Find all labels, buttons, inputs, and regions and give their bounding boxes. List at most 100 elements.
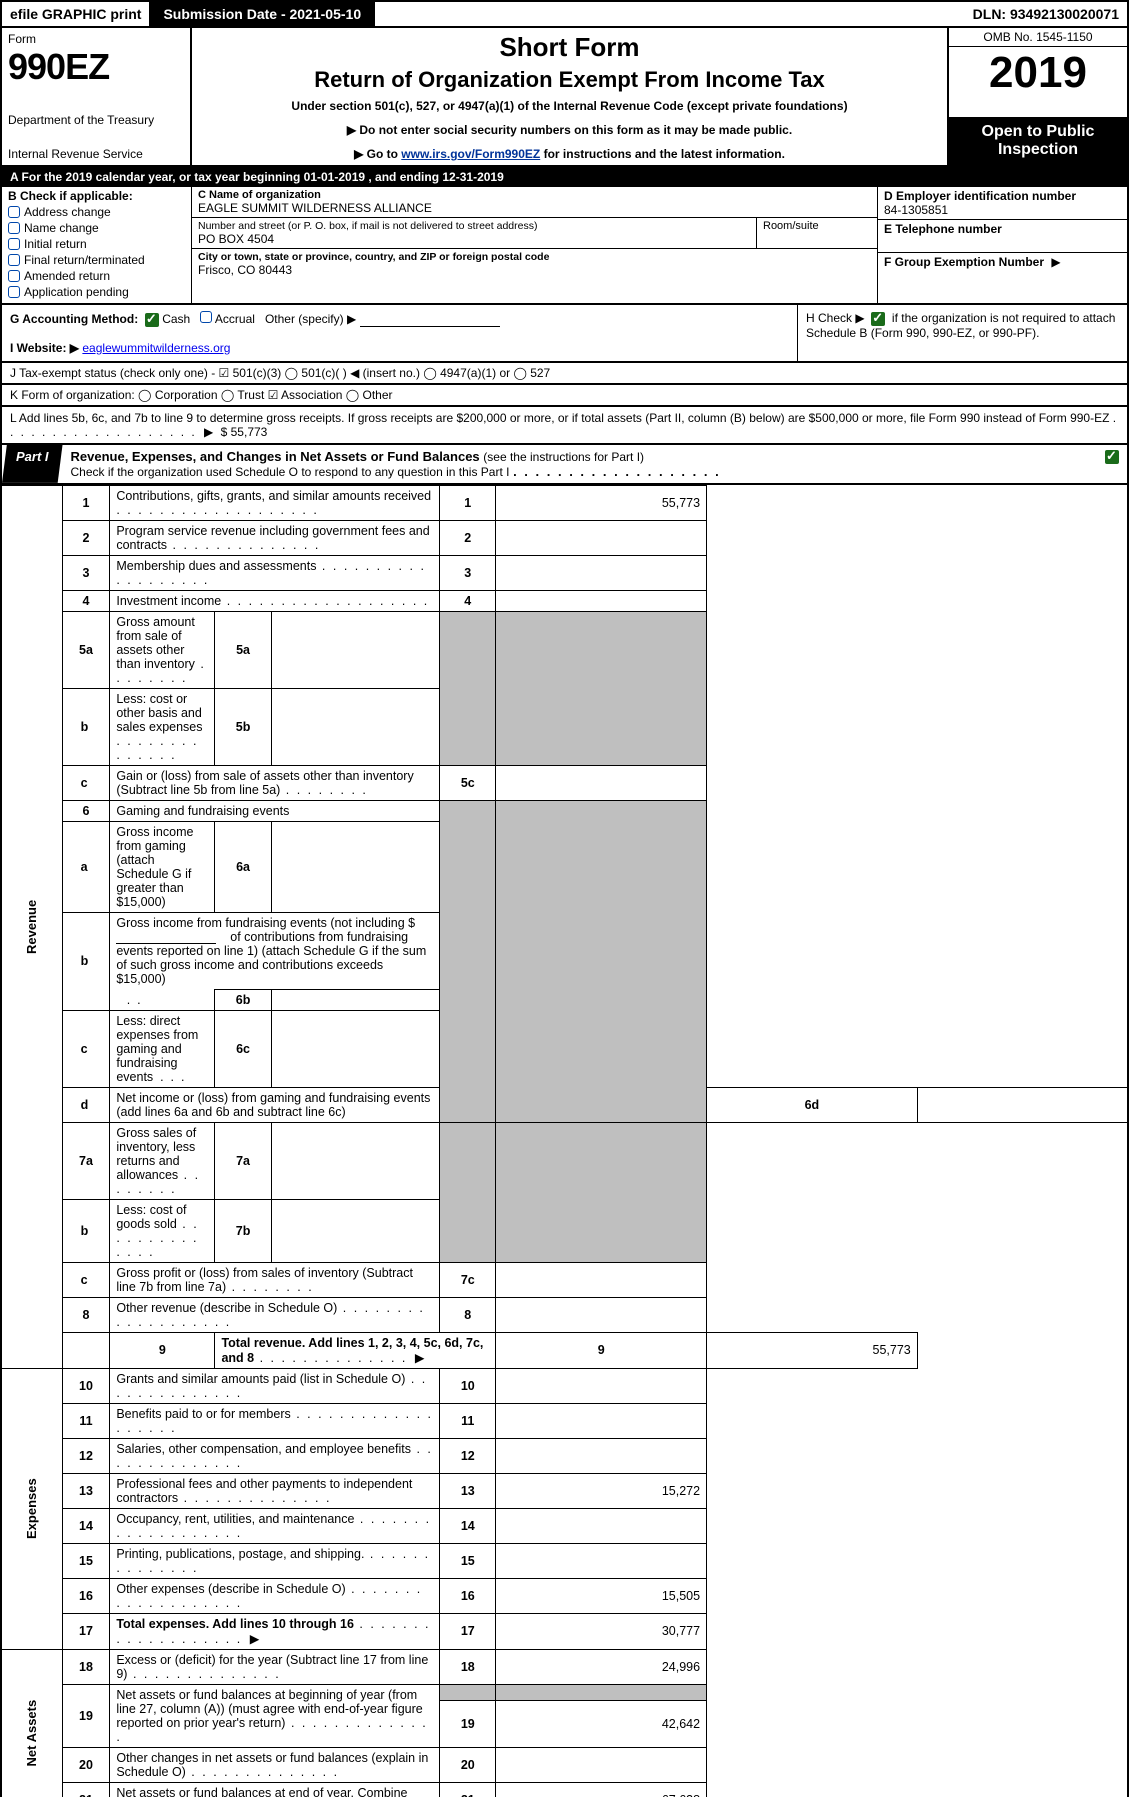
- check-address-change[interactable]: [8, 206, 20, 218]
- l21-num: 21: [62, 1782, 110, 1797]
- check-initial-return[interactable]: [8, 238, 20, 250]
- l1-amt: 55,773: [496, 485, 707, 520]
- l-amount: $ 55,773: [221, 425, 268, 439]
- l10-amt: [496, 1368, 707, 1403]
- l8-desc: Other revenue (describe in Schedule O): [116, 1301, 337, 1315]
- lbl-amended-return: Amended return: [24, 269, 110, 283]
- l16-desc: Other expenses (describe in Schedule O): [116, 1582, 345, 1596]
- part-1-tab: Part I: [2, 445, 63, 483]
- goto-post: for instructions and the latest informat…: [544, 147, 785, 161]
- l6b-desc1: Gross income from fundraising events (no…: [116, 916, 415, 930]
- website-link[interactable]: eaglewummitwilderness.org: [82, 341, 230, 355]
- dln-label: DLN: 93492130020071: [965, 2, 1127, 26]
- l4-desc: Investment income: [116, 594, 221, 608]
- l7b-sub: 7b: [215, 1199, 271, 1262]
- l20-ln: 20: [440, 1747, 496, 1782]
- l12-amt: [496, 1438, 707, 1473]
- l20-amt: [496, 1747, 707, 1782]
- l15-desc: Printing, publications, postage, and shi…: [116, 1547, 364, 1561]
- irs-label: Internal Revenue Service: [8, 147, 184, 161]
- l9-num: 9: [110, 1332, 215, 1368]
- check-accrual[interactable]: [200, 311, 212, 323]
- l7b-num: b: [62, 1199, 110, 1262]
- l8-num: 8: [62, 1297, 110, 1332]
- short-form-title: Short Form: [200, 32, 939, 63]
- l13-amt: 15,272: [496, 1473, 707, 1508]
- l5b-val: [271, 688, 440, 765]
- cash-label: Cash: [162, 312, 190, 326]
- l6c-desc: Less: direct expenses from gaming and fu…: [116, 1014, 198, 1084]
- efile-print-label[interactable]: efile GRAPHIC print: [2, 2, 149, 26]
- check-name-change[interactable]: [8, 222, 20, 234]
- submission-date-label: Submission Date - 2021-05-10: [149, 2, 375, 26]
- l11-num: 11: [62, 1403, 110, 1438]
- form-header: Form 990EZ Department of the Treasury In…: [0, 28, 1129, 167]
- street-value: PO BOX 4504: [198, 232, 750, 246]
- check-if-applicable: B Check if applicable: Address change Na…: [2, 187, 192, 303]
- irs-link[interactable]: www.irs.gov/Form990EZ: [401, 147, 540, 161]
- part-1-sub: (see the instructions for Part I): [483, 450, 644, 464]
- l17-ln: 17: [440, 1613, 496, 1649]
- l5a-desc: Gross amount from sale of assets other t…: [116, 615, 195, 671]
- l21-desc: Net assets or fund balances at end of ye…: [116, 1786, 407, 1797]
- row-k: K Form of organization: ◯ Corporation ◯ …: [0, 385, 1129, 407]
- c-label: C Name of organization: [198, 189, 871, 201]
- org-info: C Name of organization EAGLE SUMMIT WILD…: [192, 187, 877, 303]
- street-label: Number and street (or P. O. box, if mail…: [198, 220, 750, 232]
- lbl-application-pending: Application pending: [24, 285, 129, 299]
- l14-amt: [496, 1508, 707, 1543]
- row-g-h: G Accounting Method: Cash Accrual Other …: [0, 305, 1129, 363]
- row-l: L Add lines 5b, 6c, and 7b to line 9 to …: [0, 407, 1129, 445]
- l21-ln: 21: [440, 1782, 496, 1797]
- l11-desc: Benefits paid to or for members: [116, 1407, 290, 1421]
- l5b-sub: 5b: [215, 688, 271, 765]
- part-1-checkbox[interactable]: [1105, 450, 1119, 464]
- l18-amt: 24,996: [496, 1649, 707, 1684]
- header-right: OMB No. 1545-1150 2019 Open to Public In…: [947, 28, 1127, 165]
- l4-amt: [496, 590, 707, 611]
- l11-ln: 11: [440, 1403, 496, 1438]
- check-schedule-b[interactable]: [871, 312, 885, 326]
- check-application-pending[interactable]: [8, 286, 20, 298]
- check-final-return[interactable]: [8, 254, 20, 266]
- right-ids: D Employer identification number 84-1305…: [877, 187, 1127, 303]
- check-amended-return[interactable]: [8, 270, 20, 282]
- l3-ln: 3: [440, 555, 496, 590]
- part-1-check-line: Check if the organization used Schedule …: [71, 465, 510, 479]
- l6d-amt: [917, 1087, 1128, 1122]
- l6b-sub: 6b: [215, 989, 271, 1010]
- org-name: EAGLE SUMMIT WILDERNESS ALLIANCE: [198, 201, 871, 215]
- l6-num: 6: [62, 800, 110, 821]
- l9-ln: 9: [496, 1332, 707, 1368]
- l10-desc: Grants and similar amounts paid (list in…: [116, 1372, 405, 1386]
- l6b-val: [271, 989, 440, 1010]
- l6c-val: [271, 1010, 440, 1087]
- l6c-sub: 6c: [215, 1010, 271, 1087]
- lbl-final-return: Final return/terminated: [24, 253, 145, 267]
- l3-num: 3: [62, 555, 110, 590]
- l4-ln: 4: [440, 590, 496, 611]
- omb-number: OMB No. 1545-1150: [949, 28, 1127, 47]
- lbl-name-change: Name change: [24, 221, 99, 235]
- l16-num: 16: [62, 1578, 110, 1613]
- l17-desc: Total expenses. Add lines 10 through 16: [116, 1617, 354, 1631]
- h-text1: H Check ▶: [806, 311, 865, 325]
- l6b-blank[interactable]: [116, 932, 216, 944]
- l19-num: 19: [62, 1684, 110, 1747]
- l6d-desc: Net income or (loss) from gaming and fun…: [116, 1091, 430, 1119]
- l4-num: 4: [62, 590, 110, 611]
- l17-num: 17: [62, 1613, 110, 1649]
- l6a-sub: 6a: [215, 821, 271, 912]
- l5c-num: c: [62, 765, 110, 800]
- l3-amt: [496, 555, 707, 590]
- l5b-num: b: [62, 688, 110, 765]
- l20-num: 20: [62, 1747, 110, 1782]
- d-label: D Employer identification number: [884, 189, 1121, 203]
- other-specify-line[interactable]: [360, 315, 500, 327]
- period-line-a: A For the 2019 calendar year, or tax yea…: [0, 167, 1129, 187]
- part-1-header: Part I Revenue, Expenses, and Changes in…: [0, 445, 1129, 485]
- check-cash[interactable]: [145, 313, 159, 327]
- header-left: Form 990EZ Department of the Treasury In…: [2, 28, 192, 165]
- l6d-num: d: [62, 1087, 110, 1122]
- l5c-amt: [496, 765, 707, 800]
